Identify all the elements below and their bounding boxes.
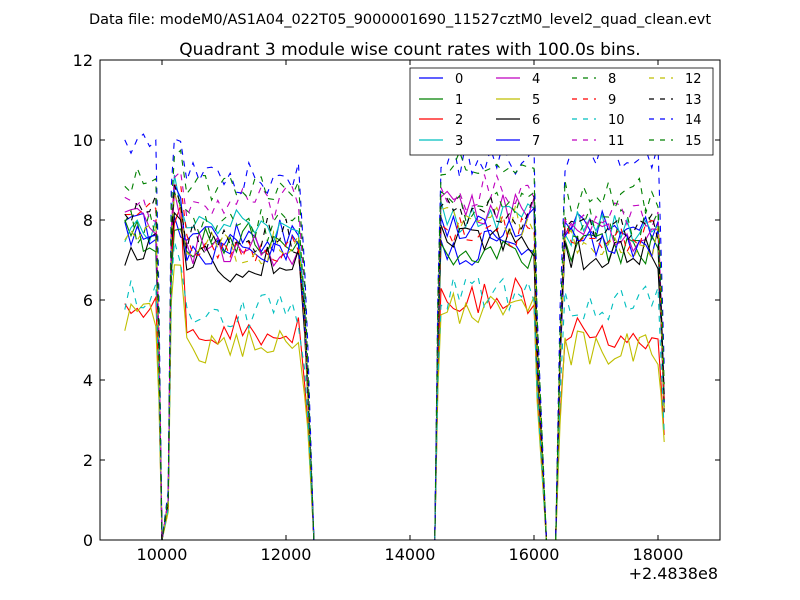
legend-label-12: 12 bbox=[685, 72, 702, 87]
legend-label-9: 9 bbox=[608, 93, 616, 108]
series-line-12 bbox=[124, 194, 665, 541]
legend-label-3: 3 bbox=[455, 134, 463, 149]
series-line-8 bbox=[124, 190, 665, 541]
series-line-2 bbox=[124, 205, 665, 541]
legend-label-11: 11 bbox=[608, 134, 625, 149]
series-line-10 bbox=[124, 241, 665, 541]
chart-title: Quadrant 3 module wise count rates with … bbox=[179, 40, 640, 60]
legend-label-8: 8 bbox=[608, 72, 616, 87]
x-tick-label: 16000 bbox=[509, 545, 560, 564]
legend-label-10: 10 bbox=[608, 113, 625, 128]
legend-label-0: 0 bbox=[455, 72, 463, 87]
series-line-6 bbox=[124, 211, 665, 541]
series-layer bbox=[124, 133, 665, 541]
x-tick-label: 10000 bbox=[137, 545, 188, 564]
legend-label-6: 6 bbox=[532, 113, 540, 128]
series-line-9 bbox=[124, 183, 665, 541]
y-tick-label: 10 bbox=[73, 131, 93, 150]
x-tick-label: 14000 bbox=[385, 545, 436, 564]
legend-label-1: 1 bbox=[455, 93, 463, 108]
series-line-3 bbox=[124, 174, 665, 541]
y-tick-label: 2 bbox=[83, 451, 93, 470]
y-tick-label: 12 bbox=[73, 51, 93, 70]
x-tick-label: 12000 bbox=[261, 545, 312, 564]
legend-label-15: 15 bbox=[685, 134, 702, 149]
series-line-11 bbox=[124, 170, 665, 541]
series-line-14 bbox=[124, 133, 665, 541]
y-tick-label: 0 bbox=[83, 531, 93, 550]
series-line-0 bbox=[124, 209, 665, 541]
y-tick-label: 4 bbox=[83, 371, 93, 390]
series-line-5 bbox=[124, 264, 665, 541]
legend-label-13: 13 bbox=[685, 93, 702, 108]
legend-label-14: 14 bbox=[685, 113, 702, 128]
legend-label-5: 5 bbox=[532, 93, 540, 108]
y-tick-label: 6 bbox=[83, 291, 93, 310]
x-axis-offset-label: +2.4838e8 bbox=[629, 564, 718, 583]
legend-label-4: 4 bbox=[532, 72, 540, 87]
x-tick-label: 18000 bbox=[633, 545, 684, 564]
y-tick-label: 8 bbox=[83, 211, 93, 230]
series-line-15 bbox=[124, 149, 665, 541]
legend-label-7: 7 bbox=[532, 134, 540, 149]
figure-suptitle: Data file: modeM0/AS1A04_022T05_90000016… bbox=[89, 12, 711, 28]
legend-label-2: 2 bbox=[455, 113, 463, 128]
